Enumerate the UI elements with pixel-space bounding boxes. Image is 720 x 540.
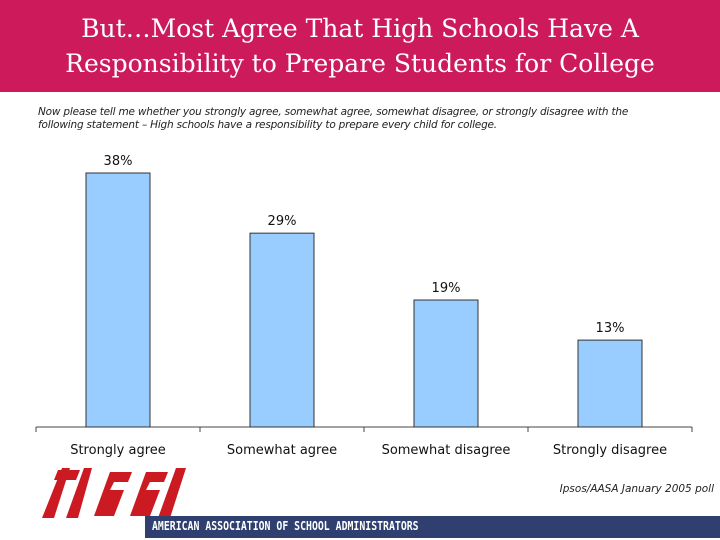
data-label: 19% <box>432 281 461 296</box>
footer-bar <box>145 516 720 538</box>
data-label: 29% <box>268 214 297 229</box>
source-note: Ipsos/AASA January 2005 poll <box>559 483 714 495</box>
slide-title-line-2: Responsibility to Prepare Students for C… <box>65 49 655 78</box>
survey-question-line-1: Now please tell me whether you strongly … <box>38 106 629 118</box>
survey-question: Now please tell me whether you strongly … <box>38 106 698 132</box>
bar-chart: 38% Strongly agree 29% Somewhat agree 19% Som… <box>35 154 693 458</box>
organization-name: AMERICAN ASSOCIATION OF SCHOOL ADMINISTR… <box>152 519 419 533</box>
survey-question-line-2: following statement – High schools have … <box>38 119 497 131</box>
category-label: Strongly agree <box>70 443 166 458</box>
bar-somewhat-disagree <box>413 299 479 428</box>
slide-title-line-1: But…Most Agree That High Schools Have A <box>81 14 639 43</box>
bar-strongly-agree <box>85 172 151 428</box>
title-banner: But…Most Agree That High Schools Have A … <box>0 0 720 92</box>
bar-somewhat-agree <box>249 232 315 428</box>
bar-strongly-disagree <box>577 339 643 428</box>
data-label: 13% <box>596 321 625 336</box>
category-label: Somewhat disagree <box>382 443 511 458</box>
data-label: 38% <box>104 154 133 169</box>
aasa-logo-mark <box>42 468 186 518</box>
aasa-logo <box>40 458 190 532</box>
category-label: Somewhat agree <box>227 443 337 458</box>
category-label: Strongly disagree <box>553 443 667 458</box>
